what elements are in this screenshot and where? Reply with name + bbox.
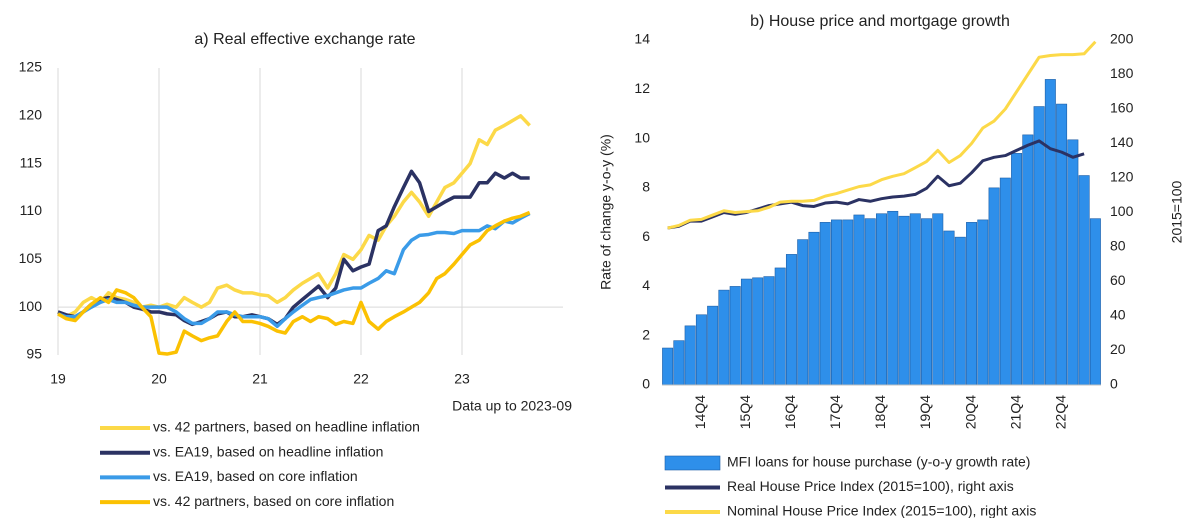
bar <box>808 231 820 386</box>
bar <box>763 276 775 386</box>
y-tick-label: 8 <box>642 179 650 195</box>
bar <box>830 219 842 386</box>
bar <box>707 305 719 386</box>
legend-label: Real House Price Index (2015=100), right… <box>727 478 1014 494</box>
y2-tick-label: 120 <box>1110 169 1134 185</box>
line <box>667 40 1097 230</box>
legend-label: vs. EA19, based on headline inflation <box>153 443 383 459</box>
bar <box>966 222 978 386</box>
bar <box>1011 153 1023 386</box>
legend-label: vs. 42 partners, based on core inflation <box>153 493 394 509</box>
x-tick-label: 22Q4 <box>1052 395 1068 429</box>
y-tick-label: 120 <box>19 107 43 123</box>
bar <box>1022 134 1034 386</box>
x-tick-label: 19Q4 <box>917 395 933 429</box>
x-tick-label: 19 <box>50 371 66 387</box>
line <box>57 210 531 356</box>
line <box>57 169 530 327</box>
chart-title: a) Real effective exchange rate <box>194 31 415 48</box>
x-tick-label: 14Q4 <box>692 395 708 429</box>
legend-label: MFI loans for house purchase (y-o-y grow… <box>727 454 1030 470</box>
bar <box>876 213 887 386</box>
x-tick-label: 18Q4 <box>872 395 888 429</box>
bar <box>662 347 674 386</box>
bar <box>684 325 696 386</box>
bar <box>898 215 910 386</box>
x-tick-label: 20 <box>151 371 167 387</box>
x-tick-label: 21 <box>252 371 268 387</box>
x-tick-label: 20Q4 <box>962 395 978 429</box>
bar <box>1033 106 1045 386</box>
y-tick-label: 10 <box>634 129 650 145</box>
bar <box>977 219 989 386</box>
bar <box>819 222 831 386</box>
y2-tick-label: 140 <box>1110 134 1134 150</box>
bar <box>909 213 921 386</box>
y-tick-label: 12 <box>634 80 650 96</box>
x-tick-label: 22 <box>353 371 369 387</box>
bar <box>752 277 764 386</box>
bar <box>785 254 797 386</box>
bar <box>774 267 786 386</box>
y2-tick-label: 0 <box>1110 376 1118 392</box>
y-tick-label: 4 <box>642 277 650 293</box>
legend-label: Nominal House Price Index (2015=100), ri… <box>727 503 1036 518</box>
y-tick-label: 14 <box>634 31 650 47</box>
legend-label: vs. 42 partners, based on headline infla… <box>153 419 420 435</box>
y-tick-label: 95 <box>26 346 42 362</box>
y-tick-label: 110 <box>20 202 43 218</box>
y-tick-label: 105 <box>19 250 43 266</box>
x-tick-label: 23 <box>454 371 470 387</box>
bar <box>1056 103 1068 386</box>
bar <box>695 314 707 386</box>
y-tick-label: 125 <box>19 59 43 75</box>
y-tick-label: 100 <box>19 298 43 314</box>
y2-tick-label: 20 <box>1110 341 1126 357</box>
bar <box>887 210 899 386</box>
chart-title: b) House price and mortgage growth <box>750 13 1010 30</box>
line <box>57 114 531 319</box>
bar <box>864 218 876 386</box>
bar <box>932 213 944 386</box>
legend-label: vs. EA19, based on core inflation <box>153 468 358 484</box>
bar <box>1078 175 1090 386</box>
bar <box>797 239 809 386</box>
y-axis-label: Rate of change y-o-y (%) <box>598 134 614 290</box>
line <box>667 139 1085 230</box>
y2-tick-label: 60 <box>1110 272 1126 288</box>
bar <box>673 340 685 386</box>
y2-tick-label: 100 <box>1110 203 1134 219</box>
bar <box>718 289 730 386</box>
bar <box>1044 79 1056 386</box>
x-tick-label: 15Q4 <box>737 395 753 429</box>
bar <box>954 236 966 386</box>
y2-tick-label: 180 <box>1110 65 1134 81</box>
bar <box>921 218 933 386</box>
bar <box>1067 139 1079 386</box>
x-tick-label: 17Q4 <box>827 395 843 429</box>
line <box>57 211 531 329</box>
y2-tick-label: 40 <box>1110 307 1126 323</box>
y-tick-label: 115 <box>20 154 43 170</box>
x-tick-label: 16Q4 <box>782 395 798 429</box>
y2-tick-label: 80 <box>1110 238 1126 254</box>
y2-axis-label: 2015=100 <box>1169 180 1185 243</box>
x-tick-label: 21Q4 <box>1007 395 1023 429</box>
annotation: Data up to 2023-09 <box>452 398 572 414</box>
bar <box>729 286 741 386</box>
y2-tick-label: 200 <box>1110 31 1134 47</box>
y-tick-label: 6 <box>642 228 650 244</box>
legend-swatch <box>664 455 721 471</box>
y2-tick-label: 160 <box>1110 100 1134 116</box>
bar <box>740 278 752 386</box>
bar <box>988 187 1000 386</box>
bar <box>999 177 1011 386</box>
bar <box>853 214 865 386</box>
bar <box>1089 218 1101 386</box>
bar <box>943 230 955 386</box>
bar <box>842 219 854 386</box>
y-tick-label: 2 <box>642 326 650 342</box>
y-tick-label: 0 <box>642 376 650 392</box>
